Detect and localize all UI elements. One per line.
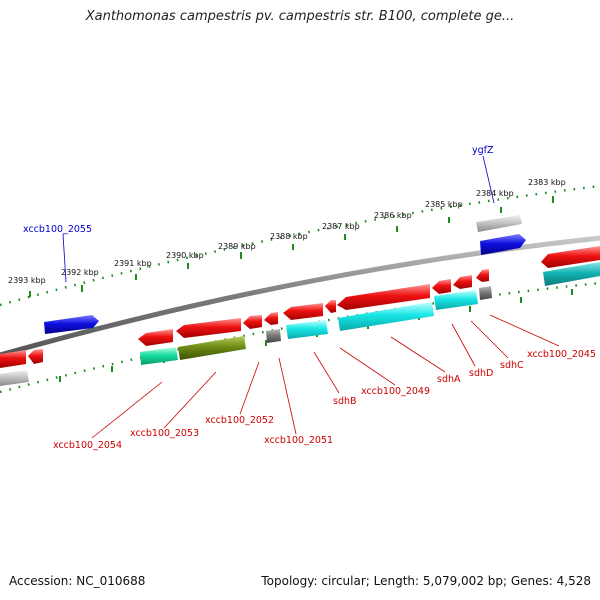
reverse-gene-xccb100-2053[interactable] — [176, 318, 241, 338]
genome-summary-text: Topology: circular; Length: 5,079,002 bp… — [261, 574, 591, 588]
lower-feature-teal — [543, 262, 600, 286]
outer-major-ticks — [29, 196, 554, 297]
forward-gene-ygfZ[interactable] — [480, 234, 526, 255]
reverse-gene-left-a[interactable] — [0, 350, 26, 368]
lower-feature-gray-left — [0, 370, 29, 386]
tick-label: 2386 kbp — [374, 211, 412, 220]
tick-label: 2385 kbp — [425, 200, 463, 209]
reverse-gene-xccb100-2051[interactable] — [264, 312, 278, 325]
tick-label: 2388 kbp — [270, 232, 308, 241]
forward-gene-xccb100-2055[interactable] — [44, 315, 99, 334]
gene-label: xccb100_2053 — [130, 428, 199, 439]
lower-feature-olive — [178, 336, 246, 360]
leader-lines — [62, 155, 560, 439]
lower-feature-green — [140, 347, 178, 365]
lower-feature-gray-small — [266, 329, 281, 343]
tick-label: 2384 kbp — [476, 189, 514, 198]
gene-label: xccb100_2055 — [23, 224, 92, 235]
gene-label: ygfZ — [472, 145, 494, 156]
tick-label: 2387 kbp — [322, 222, 360, 231]
lower-feature-cyan-a — [286, 320, 328, 339]
lower-feature-cyan-c — [434, 290, 478, 310]
reverse-gene-xccb100-2049[interactable] — [337, 284, 430, 310]
forward-gene-gray — [476, 215, 522, 232]
gene-label: xccb100_2054 — [53, 440, 122, 451]
reverse-gene-xccb100-2045[interactable] — [541, 246, 600, 268]
accession-text: Accession: NC_010688 — [9, 574, 146, 588]
gene-label: sdhA — [437, 374, 461, 385]
gene-label: xccb100_2052 — [205, 415, 274, 426]
lower-feature-cyan-b — [338, 302, 434, 331]
gene-label: sdhB — [333, 396, 357, 407]
gene-label: sdhC — [500, 360, 524, 371]
reverse-gene-xccb100-2052[interactable] — [243, 315, 262, 329]
gene-label: xccb100_2045 — [527, 349, 596, 360]
tick-label: 2392 kbp — [61, 268, 99, 277]
reverse-gene-sdhD[interactable] — [453, 275, 472, 289]
reverse-gene-small[interactable] — [325, 300, 336, 313]
tick-label: 2389 kbp — [218, 242, 256, 251]
gene-label: xccb100_2051 — [264, 435, 333, 446]
reverse-gene-labels: xccb100_2054 xccb100_2053 xccb100_2052 x… — [53, 349, 596, 451]
tick-label: 2383 kbp — [528, 178, 566, 187]
tick-label: 2393 kbp — [8, 276, 46, 285]
tick-label: 2391 kbp — [114, 259, 152, 268]
lower-feature-gray-right — [479, 286, 492, 300]
gene-label: sdhD — [469, 368, 493, 379]
reverse-gene-sdhC[interactable] — [476, 269, 489, 282]
map-title: Xanthomonas campestris pv. campestris st… — [85, 9, 515, 24]
gene-label: xccb100_2049 — [361, 386, 430, 397]
forward-gene-labels: xccb100_2055 ygfZ — [23, 145, 494, 235]
reverse-gene-left-b[interactable] — [28, 349, 43, 364]
tick-labels: 2393 kbp 2392 kbp 2391 kbp 2390 kbp 2389… — [8, 178, 566, 285]
reverse-gene-sdhA[interactable] — [432, 279, 451, 294]
outer-ruler — [0, 184, 600, 307]
tick-label: 2390 kbp — [166, 251, 204, 260]
reverse-gene-xccb100-2054[interactable] — [138, 329, 173, 346]
reverse-gene-sdhB[interactable] — [283, 303, 323, 320]
